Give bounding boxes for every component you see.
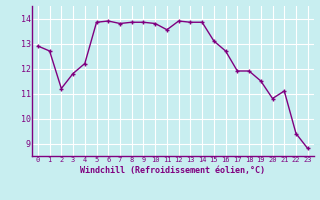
X-axis label: Windchill (Refroidissement éolien,°C): Windchill (Refroidissement éolien,°C) bbox=[80, 166, 265, 175]
